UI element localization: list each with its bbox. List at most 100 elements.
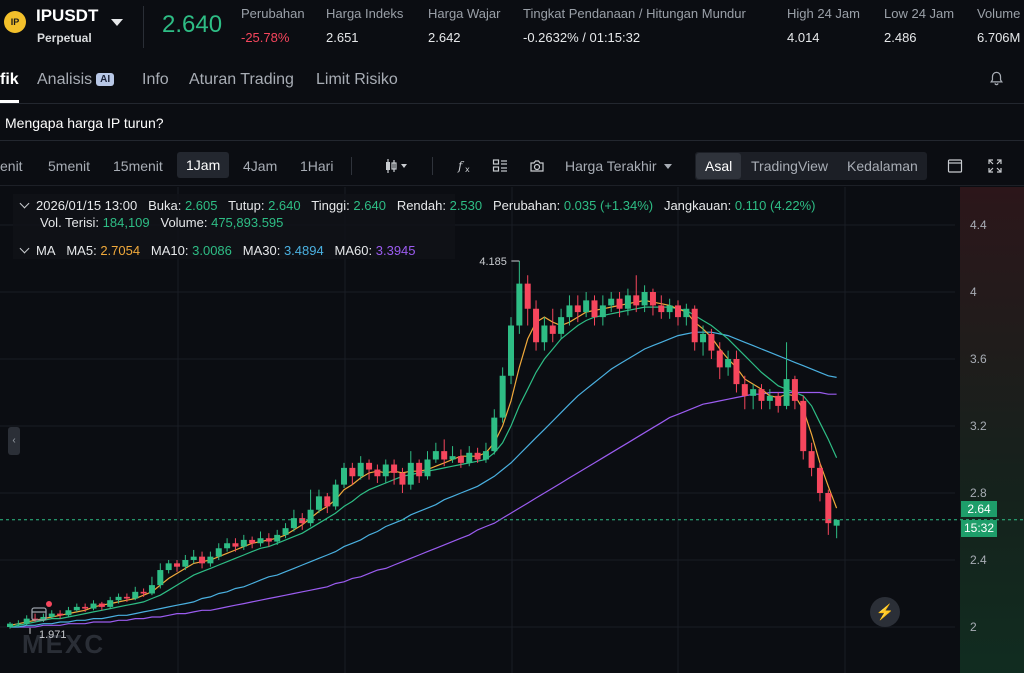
tab-info[interactable]: Info <box>142 71 169 88</box>
timeframe-1min[interactable]: enit <box>0 158 23 174</box>
ma5-value: 2.7054 <box>100 243 141 258</box>
candle-up <box>240 534 247 550</box>
candle-up <box>558 308 565 339</box>
contract-type: Perpetual <box>37 31 92 45</box>
candle-body <box>399 472 406 485</box>
ma30-value: 3.4894 <box>283 243 324 258</box>
y-tick-label: 2 <box>970 620 977 634</box>
candle-up <box>207 551 214 567</box>
candle-down <box>249 536 256 549</box>
candle-up <box>224 538 231 552</box>
candle-body <box>341 467 347 485</box>
candle-down <box>374 464 381 483</box>
candle-body <box>599 305 606 318</box>
svg-text:f: f <box>457 159 465 173</box>
timeframe-1d[interactable]: 1Hari <box>300 158 334 174</box>
candle-down <box>82 603 89 612</box>
candle-down <box>825 489 832 535</box>
collapse-panel-handle[interactable]: ‹ <box>8 427 20 455</box>
candle-body <box>232 543 239 547</box>
candle-body <box>107 600 114 607</box>
stat-funding-rate[interactable]: Tingkat Pendanaan / Hitungan Mundur -0.2… <box>523 6 746 45</box>
candle-body <box>7 623 13 627</box>
candle-body <box>691 308 698 343</box>
candle-body <box>140 591 147 594</box>
candle-down <box>675 300 681 326</box>
drawing-tools-icon[interactable] <box>24 599 54 629</box>
watermark: MEXC <box>22 629 105 659</box>
candle-body <box>591 300 598 318</box>
candle-up <box>357 456 364 480</box>
candle-body <box>424 459 431 477</box>
ma-legend: MA MA5: 2.7054 MA10: 3.0086 MA30: 3.4894… <box>19 243 416 258</box>
chevron-down-icon[interactable] <box>111 19 123 26</box>
candle-up <box>315 489 322 514</box>
candle-down <box>758 384 765 410</box>
price-source-label: Harga Terakhir <box>565 158 657 174</box>
timeframe-4h[interactable]: 4Jam <box>243 158 278 174</box>
candle-body <box>825 493 832 524</box>
view-depth[interactable]: Kedalaman <box>847 158 918 174</box>
ma5-label: MA5: <box>66 243 97 258</box>
candle-up <box>508 317 514 385</box>
stat-value: 2.486 <box>884 30 917 45</box>
panel-layout-icon[interactable] <box>947 158 963 174</box>
chevron-down-icon[interactable] <box>19 198 30 209</box>
view-tradingview[interactable]: TradingView <box>751 158 829 174</box>
candle-body <box>274 534 281 542</box>
price-source-select[interactable]: Harga Terakhir <box>565 158 673 174</box>
tab-risk-limit[interactable]: Limit Risiko <box>316 71 398 88</box>
tab-analysis[interactable]: Analisis AI <box>37 71 115 89</box>
price-chart-area[interactable]: MEXC 4.4 4 3.6 3.2 2.8 2.4 2 4.185 1.971 2026/0… <box>0 187 1024 673</box>
stat-low-24h: Low 24 Jam 2.486 <box>884 6 954 45</box>
candle-body <box>741 384 748 396</box>
candle-body <box>249 539 256 544</box>
indicator-fx-icon[interactable]: f x <box>457 158 473 174</box>
chart-view-switch: Asal TradingView Kedalaman <box>695 152 927 180</box>
stat-label: Perubahan <box>241 6 305 21</box>
timeframe-1h[interactable]: 1Jam <box>177 152 230 178</box>
candle-up <box>700 325 707 356</box>
stat-value: -25.78% <box>241 30 290 45</box>
timeframe-5min[interactable]: 5menit <box>48 158 91 174</box>
candle-down <box>633 275 640 313</box>
candle-body <box>265 538 272 542</box>
ma60-label: MA60: <box>334 243 373 258</box>
view-original[interactable]: Asal <box>696 153 742 179</box>
candle-up <box>215 543 222 560</box>
fullscreen-icon[interactable] <box>987 158 1003 174</box>
candlestick-chart[interactable]: MEXC 4.4 4 3.6 3.2 2.8 2.4 2 4.185 1.971 <box>0 187 1024 673</box>
candle-body <box>382 464 389 477</box>
candle-body <box>332 484 339 507</box>
candlestick-type-icon[interactable] <box>384 158 408 174</box>
ohlc-info-panel: 2026/01/15 13:00 Buka: 2.605 Tutup: 2.64… <box>13 194 816 259</box>
chevron-down-icon[interactable] <box>19 243 30 254</box>
ai-badge-icon: AI <box>96 73 115 86</box>
candle-body <box>624 295 631 309</box>
candle-body <box>123 596 130 599</box>
symbol-name[interactable]: IPUSDT <box>36 6 99 25</box>
tab-trading-rules[interactable]: Aturan Trading <box>189 71 294 88</box>
ma10-line <box>9 306 838 628</box>
bell-icon[interactable] <box>989 71 1004 86</box>
current-price-tag: 2.64 <box>961 501 997 517</box>
layout-grid-icon[interactable] <box>492 158 508 174</box>
candle-body <box>290 518 297 529</box>
filled-vol-label: Vol. Terisi: <box>40 215 100 230</box>
timeframe-15min[interactable]: 15menit <box>113 158 163 174</box>
candle-body <box>40 616 47 621</box>
candle-up <box>491 409 498 455</box>
candle-body <box>633 295 640 306</box>
candle-up <box>482 442 489 463</box>
candle-up <box>516 261 523 334</box>
ai-question-link[interactable]: Mengapa harga IP turun? <box>5 115 164 131</box>
quick-trade-bolt-icon[interactable]: ⚡ <box>870 597 900 627</box>
camera-icon[interactable] <box>529 158 545 174</box>
candle-body <box>716 350 723 368</box>
high-marker-label: 4.185 <box>479 256 507 268</box>
volume-value: 475,893.595 <box>211 215 284 230</box>
candle-body <box>783 379 790 406</box>
tab-chart[interactable]: fik <box>0 71 19 88</box>
low-label: Rendah: <box>396 198 446 213</box>
candle-down <box>533 300 540 351</box>
